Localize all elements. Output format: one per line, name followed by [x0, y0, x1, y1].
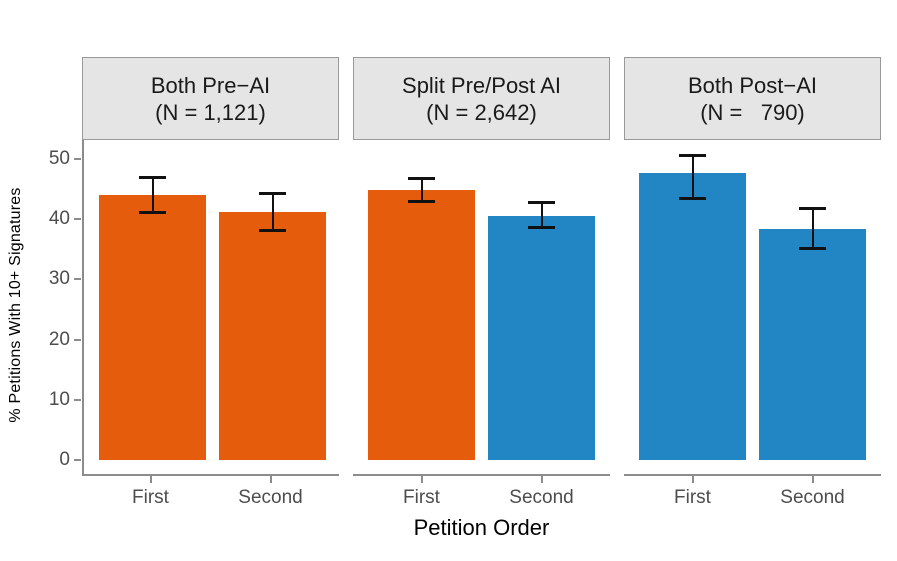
x-tick-label: Second	[780, 487, 845, 508]
error-bar-cap-bottom	[528, 226, 555, 230]
x-tick-label: First	[403, 487, 440, 508]
y-tick	[74, 459, 81, 461]
error-bar-cap-bottom	[679, 196, 706, 200]
y-tick	[74, 338, 81, 341]
x-tick	[149, 476, 152, 483]
x-tick	[691, 476, 694, 483]
bar-second	[488, 215, 595, 460]
x-tick-label-row: First Second	[624, 487, 881, 509]
x-axis-title: Petition Order	[413, 515, 550, 540]
y-tick	[74, 158, 81, 160]
x-tick	[811, 476, 814, 483]
facet-title: Both Pre−AI	[150, 72, 271, 98]
y-tick	[74, 278, 81, 281]
x-tick-label: Second	[238, 487, 303, 508]
x-tick	[269, 476, 272, 483]
facet: Both Pre−AI (N = 1,121) First Second	[82, 57, 339, 509]
error-bar-cap-bottom	[799, 247, 826, 251]
facet: Split Pre/Post AI (N = 2,642) First Second	[353, 57, 610, 509]
facet-title: Both Post−AI	[687, 72, 818, 98]
x-tick	[420, 476, 423, 483]
error-bar	[691, 154, 694, 198]
x-tick	[540, 476, 543, 483]
error-bar	[540, 201, 543, 228]
y-tick-label: 20	[48, 328, 70, 350]
facet-title: Split Pre/Post AI	[402, 72, 561, 98]
facet-subtitle: (N = 790)	[700, 99, 805, 125]
bar-first	[99, 194, 206, 460]
y-tick-label: 30	[48, 268, 70, 290]
bar-second	[219, 211, 326, 460]
error-bar	[811, 208, 814, 249]
error-bar	[151, 177, 154, 212]
error-bar-cap-top	[679, 153, 706, 157]
error-bar-cap-bottom	[259, 229, 286, 233]
plot-panel	[624, 140, 881, 476]
y-axis: 0 10 20 30 40 50	[0, 140, 82, 476]
facet-subtitle: (N = 2,642)	[426, 99, 537, 125]
facet-strip: Both Post−AI (N = 790)	[624, 57, 881, 140]
x-tick-label: First	[674, 487, 711, 508]
bar-second	[759, 228, 866, 460]
error-bar-cap-top	[139, 176, 166, 180]
error-bar-cap-top	[799, 207, 826, 211]
x-tick-label: First	[132, 487, 169, 508]
y-tick-label: 40	[48, 208, 70, 230]
bar-first	[639, 173, 746, 460]
error-bar-cap-top	[528, 200, 555, 204]
y-tick	[74, 398, 81, 401]
facets: Both Pre−AI (N = 1,121) First Second Split P…	[82, 57, 881, 509]
y-tick-label: 0	[59, 449, 70, 470]
x-tick-row	[624, 476, 881, 484]
error-bar-cap-top	[408, 176, 435, 180]
x-tick-label-row: First Second	[353, 487, 610, 509]
facet-strip: Split Pre/Post AI (N = 2,642)	[353, 57, 610, 140]
x-tick-row	[82, 476, 339, 484]
plot-panel	[82, 140, 339, 476]
error-bar-cap-bottom	[408, 200, 435, 204]
y-tick-label: 50	[48, 148, 70, 169]
error-bar-cap-bottom	[139, 210, 166, 214]
x-tick-label: Second	[509, 487, 574, 508]
x-tick-label-row: First Second	[82, 487, 339, 509]
facet: Both Post−AI (N = 790) First Second	[624, 57, 881, 509]
x-tick-row	[353, 476, 610, 484]
error-bar-cap-top	[259, 192, 286, 196]
y-tick	[74, 218, 81, 221]
error-bar	[271, 193, 274, 231]
plot-panel	[353, 140, 610, 476]
facet-strip: Both Pre−AI (N = 1,121)	[82, 57, 339, 140]
bar-first	[368, 189, 475, 460]
error-bar	[420, 177, 423, 202]
facet-subtitle: (N = 1,121)	[155, 99, 266, 125]
y-tick-label: 10	[48, 388, 70, 410]
